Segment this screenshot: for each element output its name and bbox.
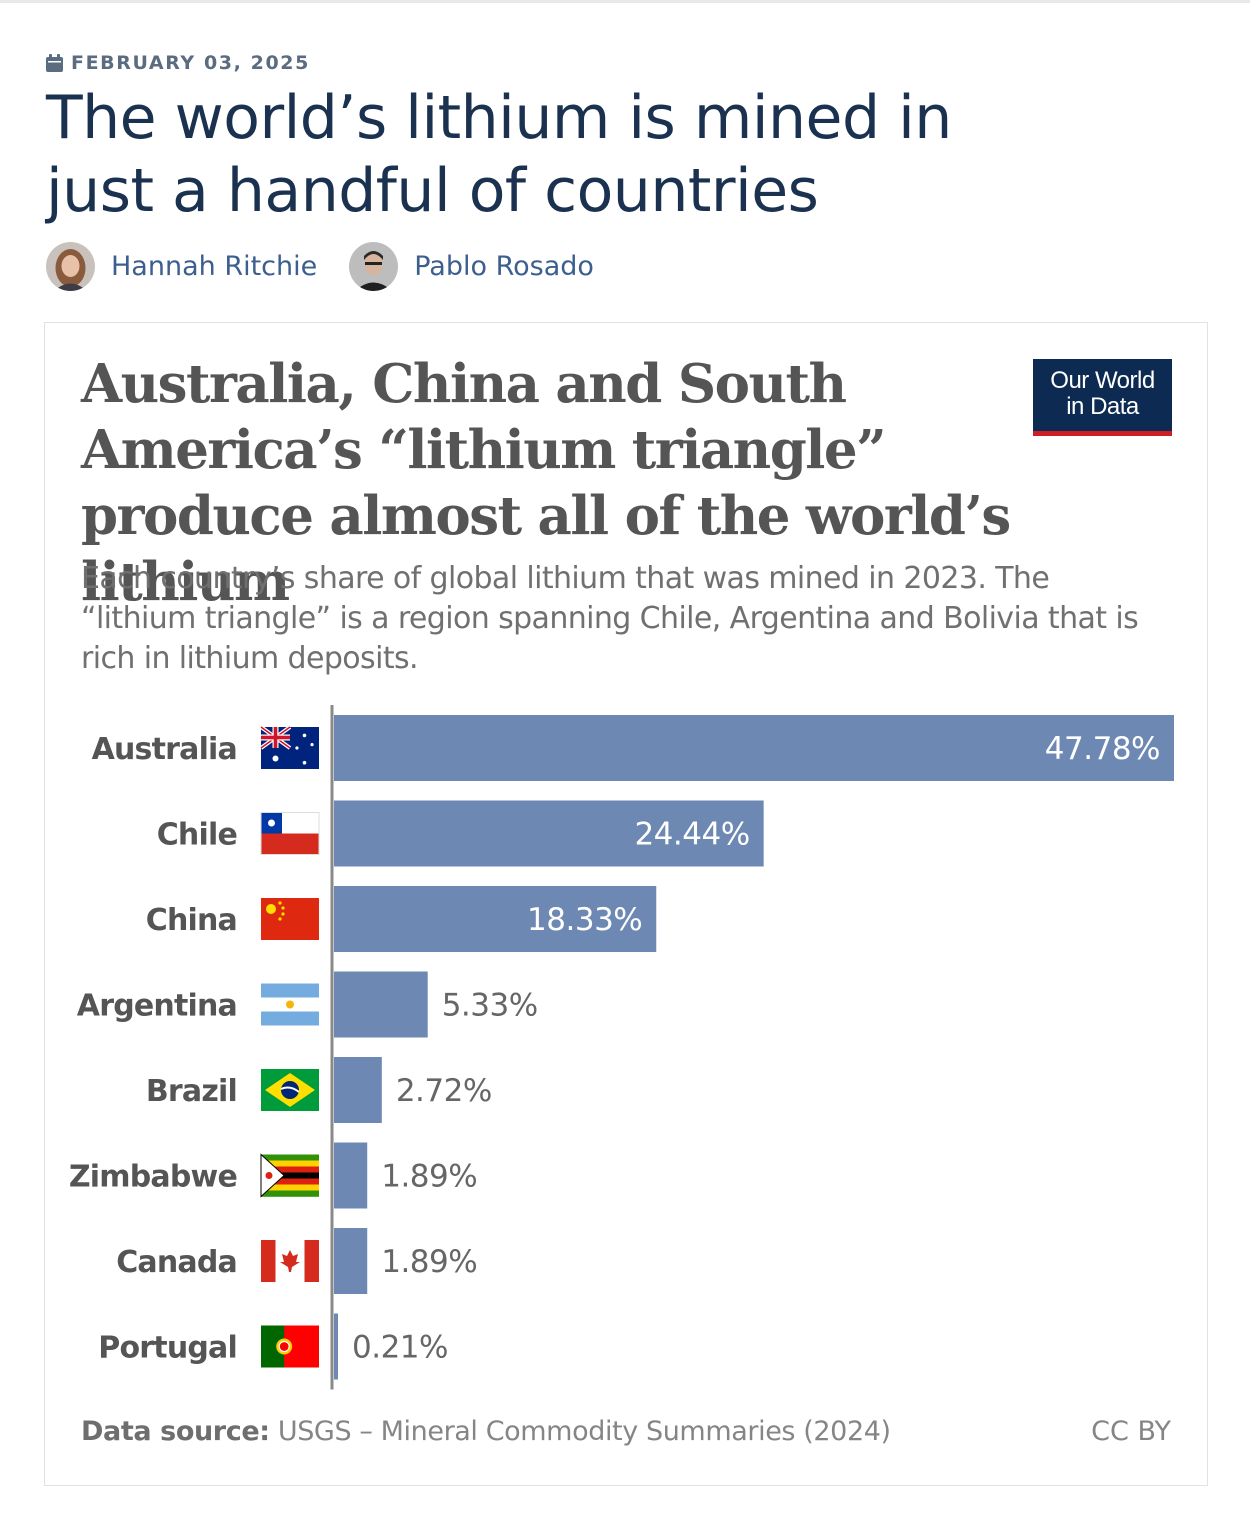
value-label: 5.33% (442, 988, 538, 1024)
category-label: Australia (92, 732, 237, 767)
bar-chile[interactable] (334, 800, 764, 867)
bar-argentina[interactable] (334, 971, 428, 1038)
author-name: Hannah Ritchie (111, 251, 318, 282)
data-source: Data source: USGS – Mineral Commodity Su… (81, 1416, 891, 1447)
bar-brazil[interactable] (334, 1057, 382, 1123)
date-text: FEBRUARY 03, 2025 (71, 52, 310, 74)
chart-subtitle: Each country’s share of global lithium t… (81, 561, 1139, 676)
bar-chart: Australia 47.78% Chile 24.44% China 18.33% Arg… (69, 705, 1174, 1390)
chart-card: Australia, China and South America’s “li… (44, 322, 1208, 1486)
china-flag (261, 898, 319, 940)
value-label: 18.33% (527, 902, 642, 938)
value-label: 1.89% (381, 1159, 477, 1195)
calendar-icon (46, 54, 63, 72)
bar-china[interactable] (334, 886, 657, 952)
author-pablo-rosado[interactable]: Pablo Rosado (349, 242, 594, 291)
author-list: Hannah Ritchie Pablo Rosado (46, 242, 626, 291)
logo-line-2: in Data (1066, 393, 1139, 420)
top-border (0, 0, 1250, 3)
license[interactable]: CC BY (1091, 1416, 1171, 1447)
owid-logo[interactable]: Our World in Data (1033, 359, 1172, 436)
avatar (46, 242, 95, 291)
portugal-flag (261, 1325, 319, 1368)
article-date: FEBRUARY 03, 2025 (46, 52, 310, 74)
article-title: The world’s lithium is mined in just a h… (46, 83, 952, 226)
canada-flag (261, 1240, 319, 1282)
chile-flag (260, 812, 320, 855)
chart-title: Australia, China and South America’s “li… (81, 353, 1011, 613)
value-label: 0.21% (352, 1330, 448, 1366)
data-source-text[interactable]: USGS – Mineral Commodity Summaries (2024… (277, 1416, 891, 1447)
data-source-label: Data source: (81, 1416, 270, 1447)
category-label: China (146, 903, 237, 938)
brazil-flag (261, 1069, 319, 1111)
value-label: 47.78% (1045, 731, 1160, 767)
category-label: Argentina (77, 989, 237, 1024)
category-label: Chile (157, 818, 237, 853)
bar-canada[interactable] (334, 1228, 368, 1294)
bar-australia[interactable] (334, 715, 1174, 781)
bar-portugal[interactable] (334, 1313, 338, 1380)
zimbabwe-flag (260, 1153, 319, 1198)
author-name: Pablo Rosado (414, 251, 594, 282)
category-label: Zimbabwe (69, 1160, 237, 1195)
value-label: 2.72% (396, 1073, 492, 1109)
author-hannah-ritchie[interactable]: Hannah Ritchie (46, 242, 317, 291)
category-label: Brazil (146, 1074, 237, 1109)
category-label: Canada (116, 1245, 237, 1280)
category-label: Portugal (98, 1331, 237, 1366)
avatar (349, 242, 399, 291)
australia-flag (259, 725, 319, 769)
value-label: 24.44% (634, 817, 749, 853)
value-label: 1.89% (381, 1244, 477, 1280)
argentina-flag (261, 983, 319, 1026)
bar-zimbabwe[interactable] (334, 1142, 368, 1209)
logo-line-1: Our World (1050, 367, 1155, 394)
